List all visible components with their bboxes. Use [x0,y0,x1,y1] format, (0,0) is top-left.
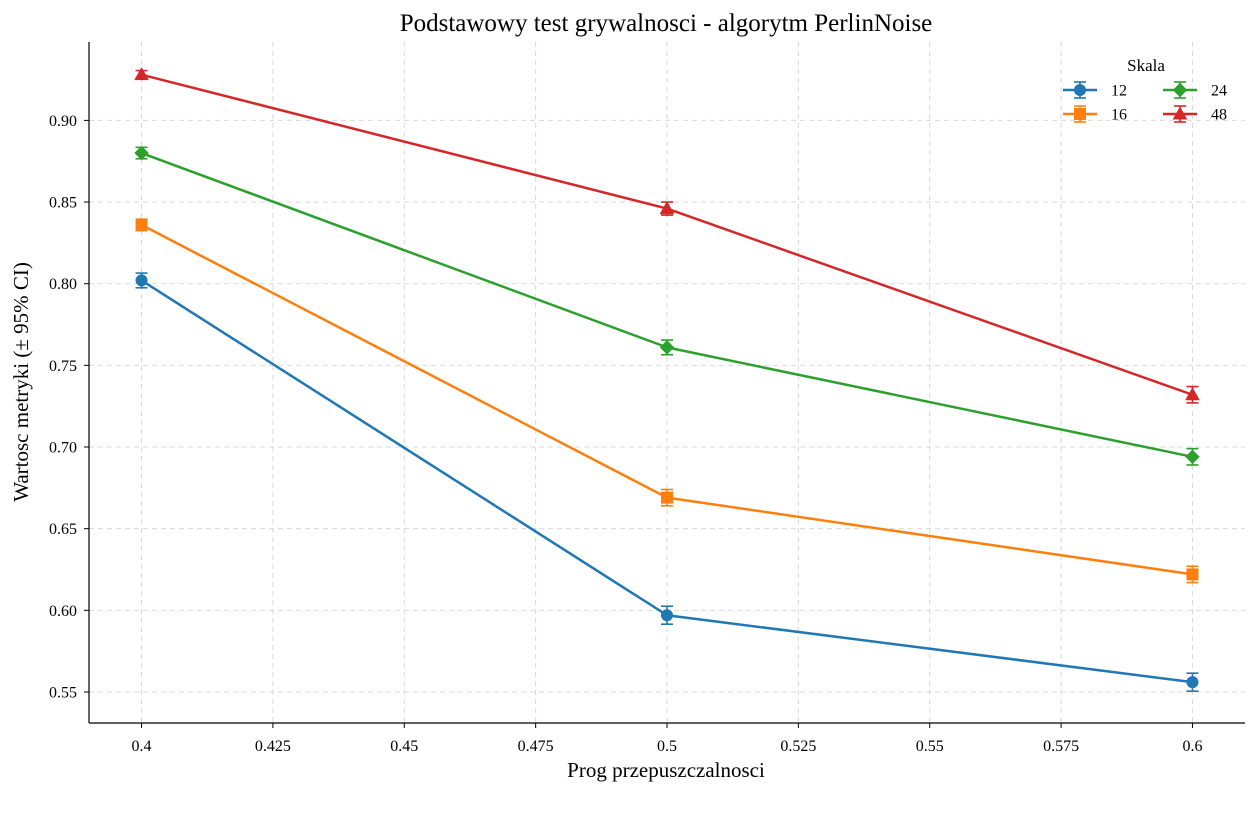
x-tick-label: 0.575 [1043,738,1079,755]
data-point [659,340,675,355]
legend-item-16: 16 [1063,105,1127,124]
x-tick-label: 0.45 [390,738,418,755]
x-axis-ticks: 0.4 0.425 0.45 0.475 0.5 0.525 0.55 0.575 0.6 [132,723,1202,755]
x-tick-label: 0.6 [1182,738,1202,755]
x-tick-label: 0.4 [132,738,152,755]
x-axis-label: Prog przepuszczalnosci [567,758,765,782]
data-point [1186,568,1199,581]
data-point [661,491,673,504]
legend-label: 12 [1111,83,1127,100]
y-axis-label: Wartosc metryki (± 95% CI) [9,262,33,502]
y-tick-label: 0.55 [49,684,77,701]
y-tick-label: 0.60 [49,603,77,620]
legend-marker [1172,106,1188,120]
x-tick-label: 0.55 [916,738,944,755]
data-point [1185,387,1200,401]
series-12 [135,272,1199,692]
series-16 [135,218,1199,584]
data-point [1185,449,1200,465]
data-point [659,201,675,215]
series-48 [134,67,1200,404]
data-point [134,145,149,161]
x-tick-label: 0.5 [657,738,677,755]
y-tick-label: 0.70 [49,440,77,457]
data-point [134,67,149,81]
legend-item-24: 24 [1163,81,1227,100]
legend: Skala 12 16 24 48 [1063,56,1227,124]
y-tick-label: 0.90 [49,113,77,130]
legend-item-48: 48 [1163,105,1227,124]
x-tick-label: 0.525 [780,738,816,755]
legend-label: 24 [1211,83,1227,100]
legend-item-12: 12 [1063,81,1127,100]
legend-swatch [1063,105,1097,123]
data-point [1186,676,1199,689]
legend-swatch [1163,81,1197,99]
legend-label: 16 [1111,107,1127,124]
x-tick-label: 0.425 [255,738,291,755]
y-tick-label: 0.85 [49,195,77,212]
series-24 [134,145,1200,466]
legend-label: 48 [1211,107,1227,124]
legend-title: Skala [1127,56,1165,75]
data-point [661,609,673,622]
legend-marker [1074,108,1086,120]
chart-title: Podstawowy test grywalnosci - algorytm P… [400,10,933,37]
legend-swatch [1063,81,1097,99]
legend-marker [1172,82,1188,98]
legend-marker [1074,84,1086,96]
legend-swatch [1163,105,1197,123]
data-point [135,274,148,287]
series [134,67,1200,692]
data-point [135,218,148,231]
y-tick-label: 0.75 [49,358,77,375]
y-tick-label: 0.80 [49,276,77,293]
x-tick-label: 0.475 [518,738,554,755]
y-axis-ticks: 0.55 0.60 0.65 0.70 0.75 0.80 0.85 0.90 [49,113,89,701]
y-tick-label: 0.65 [49,521,77,538]
